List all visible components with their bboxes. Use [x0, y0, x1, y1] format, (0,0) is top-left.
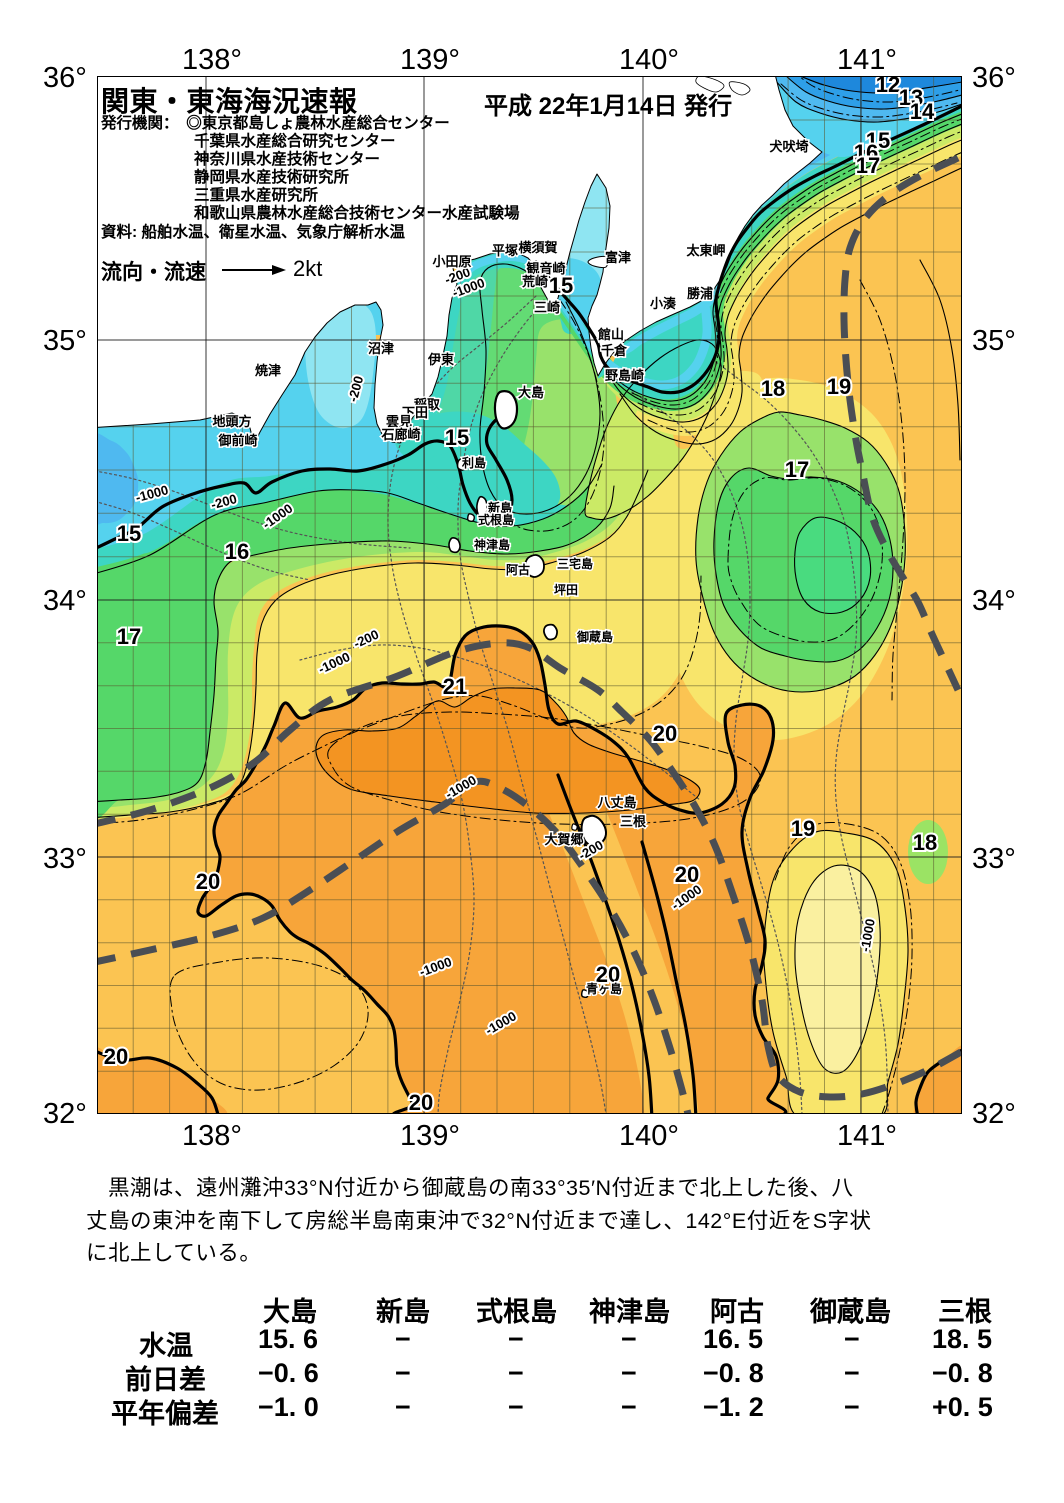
- svg-text:富津: 富津: [605, 250, 631, 265]
- svg-text:20: 20: [596, 962, 620, 987]
- svg-text:19: 19: [827, 374, 851, 399]
- svg-text:13: 13: [899, 85, 923, 110]
- svg-text:犬吠埼: 犬吠埼: [769, 139, 808, 154]
- svg-text:青ヶ島: 青ヶ島: [586, 981, 622, 996]
- svg-text:荒崎: 荒崎: [521, 274, 548, 289]
- svg-text:15: 15: [866, 128, 890, 153]
- svg-text:16: 16: [225, 539, 249, 564]
- svg-text:利島: 利島: [462, 455, 486, 470]
- svg-text:15: 15: [117, 521, 141, 546]
- svg-text:三根: 三根: [620, 814, 647, 829]
- svg-text:八丈島: 八丈島: [596, 795, 636, 810]
- svg-text:20: 20: [653, 721, 677, 746]
- svg-text:沼津: 沼津: [368, 341, 394, 356]
- svg-text:16: 16: [485, 499, 509, 524]
- svg-text:15: 15: [549, 273, 573, 298]
- svg-text:新島: 新島: [488, 500, 512, 515]
- svg-text:阿古: 阿古: [506, 562, 530, 577]
- svg-text:稲取: 稲取: [414, 397, 441, 412]
- svg-text:石廊崎: 石廊崎: [380, 427, 420, 442]
- svg-text:20: 20: [675, 862, 699, 887]
- svg-text:18: 18: [761, 376, 785, 401]
- svg-text:20: 20: [196, 869, 220, 894]
- svg-text:-200: -200: [345, 374, 366, 403]
- svg-text:館山: 館山: [598, 327, 624, 342]
- svg-text:15: 15: [445, 425, 469, 450]
- svg-text:神津島: 神津島: [474, 537, 510, 552]
- svg-text:19: 19: [791, 816, 815, 841]
- svg-text:三宅島: 三宅島: [557, 556, 593, 571]
- svg-text:野島崎: 野島崎: [605, 368, 644, 383]
- svg-text:横須賀: 横須賀: [518, 240, 557, 255]
- svg-text:観音崎: 観音崎: [525, 261, 565, 276]
- svg-text:千倉: 千倉: [601, 343, 628, 358]
- svg-text:大賀郷: 大賀郷: [544, 832, 583, 847]
- svg-text:下田: 下田: [402, 405, 428, 420]
- svg-text:三崎: 三崎: [534, 300, 560, 315]
- svg-text:伊東: 伊東: [427, 352, 454, 367]
- svg-text:勝浦: 勝浦: [687, 286, 713, 301]
- svg-text:平塚: 平塚: [492, 243, 518, 258]
- svg-text:小湊: 小湊: [650, 296, 677, 311]
- svg-text:御蔵島: 御蔵島: [576, 629, 613, 644]
- svg-text:地頭方: 地頭方: [212, 414, 251, 429]
- svg-text:17: 17: [856, 153, 880, 178]
- svg-text:式根島: 式根島: [478, 512, 514, 527]
- svg-text:大島: 大島: [518, 385, 544, 400]
- svg-text:20: 20: [409, 1090, 433, 1114]
- svg-text:小田原: 小田原: [432, 254, 471, 269]
- svg-text:14: 14: [910, 99, 935, 124]
- svg-text:17: 17: [117, 624, 141, 649]
- svg-text:17: 17: [785, 457, 809, 482]
- svg-text:御前崎: 御前崎: [217, 433, 257, 448]
- svg-text:焼津: 焼津: [255, 363, 281, 378]
- svg-text:太東岬: 太東岬: [685, 243, 725, 258]
- svg-text:18: 18: [913, 830, 937, 855]
- svg-text:20: 20: [104, 1044, 128, 1069]
- svg-text:16: 16: [854, 140, 878, 165]
- svg-text:21: 21: [443, 674, 467, 699]
- svg-text:12: 12: [876, 76, 900, 97]
- svg-text:坪田: 坪田: [554, 583, 578, 597]
- svg-text:雲見: 雲見: [386, 414, 412, 429]
